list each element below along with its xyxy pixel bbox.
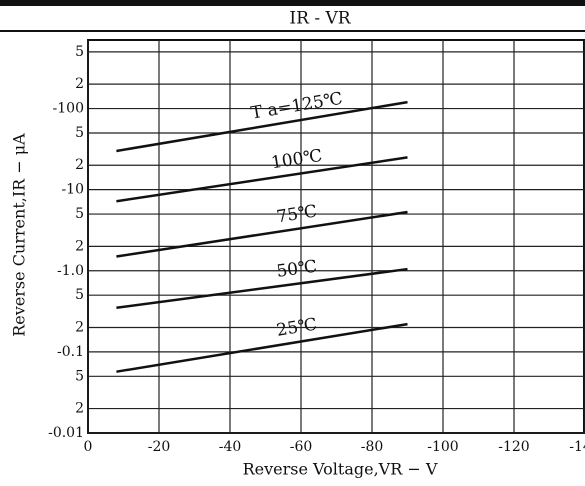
- y-tick-label: -1.0: [57, 263, 84, 279]
- x-tick-label: -80: [361, 439, 384, 455]
- y-tick-label: -10: [61, 182, 84, 198]
- y-tick-label: 2: [75, 157, 84, 173]
- series-line: [116, 267, 408, 309]
- x-tick-label: -100: [427, 439, 458, 455]
- series-label: 50℃: [275, 257, 318, 282]
- series-line: [116, 322, 408, 373]
- y-tick-label: -0.1: [57, 344, 84, 360]
- series-label: 75℃: [275, 201, 318, 227]
- series-line: [116, 210, 408, 258]
- y-tick-label: 5: [75, 368, 84, 384]
- y-tick-label: 5: [75, 125, 84, 141]
- series-line: [116, 156, 408, 203]
- y-axis-label: Reverse Current,IR − μA: [10, 133, 29, 337]
- x-axis-label: Reverse Voltage,VR − V: [243, 460, 438, 479]
- chart-title: IR - VR: [289, 9, 351, 29]
- y-tick-label: 2: [75, 401, 84, 417]
- y-tick-label: 2: [75, 319, 84, 335]
- x-tick-label: -40: [219, 439, 242, 455]
- y-tick-label: 5: [75, 206, 84, 222]
- y-tick-label: 2: [75, 238, 84, 254]
- x-tick-label: -20: [148, 439, 171, 455]
- x-tick-label: -120: [498, 439, 529, 455]
- y-tick-label: 5: [75, 287, 84, 303]
- series-label: 100℃: [270, 146, 324, 173]
- y-tick-label: -0.01: [48, 425, 84, 441]
- y-tick-label: 2: [75, 76, 84, 92]
- x-tick-label: 0: [84, 439, 93, 455]
- y-tick-label: -100: [53, 101, 84, 117]
- y-tick-label: 5: [75, 44, 84, 60]
- x-tick-label: -60: [290, 439, 313, 455]
- series-line: [116, 100, 408, 153]
- series-label: T a=125℃: [249, 89, 344, 124]
- series-label: 25℃: [275, 315, 318, 341]
- top-bar: [0, 0, 585, 6]
- x-tick-label: -140: [569, 439, 585, 455]
